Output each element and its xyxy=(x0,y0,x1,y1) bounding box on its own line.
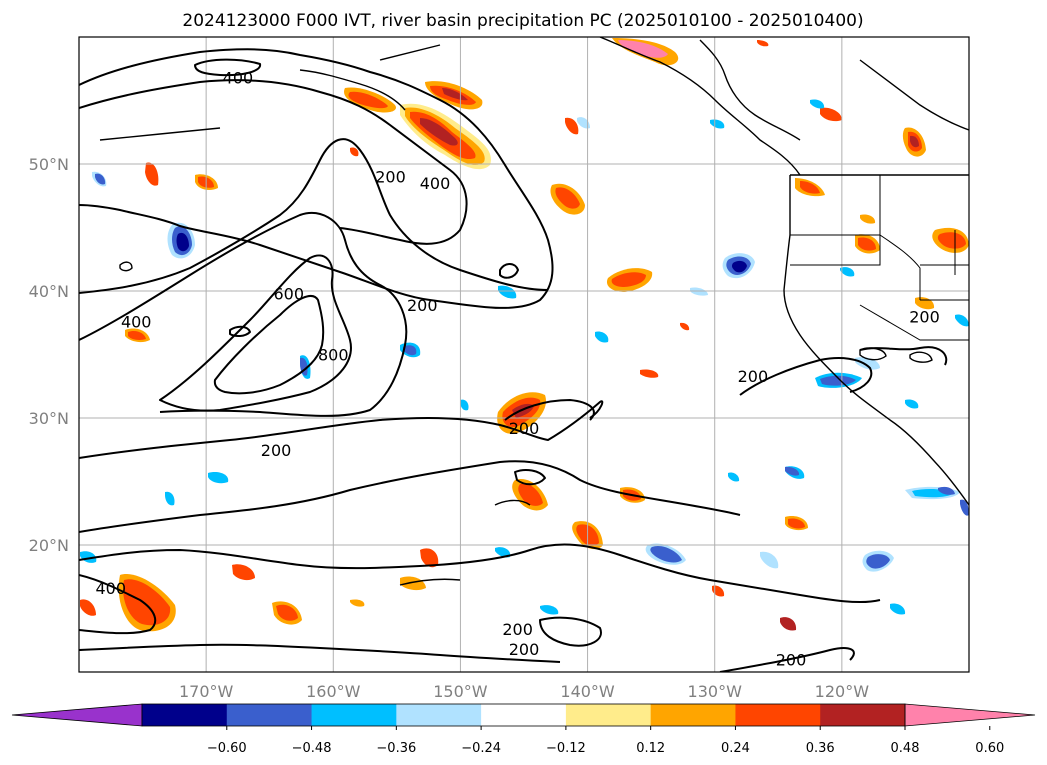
precip-patch-negative xyxy=(167,222,195,259)
precip-patch-negative xyxy=(905,486,960,500)
latitude-label: 40°N xyxy=(29,282,69,301)
map-title: 2024123000 F000 IVT, river basin precipi… xyxy=(182,11,863,31)
precip-patch-positive xyxy=(272,601,302,625)
contour-label: 200 xyxy=(509,419,540,438)
latitude-labels: 50°N 40°N 30°N 20°N xyxy=(29,155,69,555)
contour-label: 400 xyxy=(420,174,451,193)
colorbar-tick-label: −0.48 xyxy=(292,741,332,756)
colorbar-extend-low xyxy=(11,703,143,727)
ocean-background xyxy=(79,37,969,672)
longitude-label: 120°W xyxy=(815,682,870,701)
precip-patch-positive xyxy=(497,392,546,434)
precip-patch-positive xyxy=(232,564,255,581)
contour-label: 200 xyxy=(261,441,292,460)
precip-patch-positive xyxy=(785,516,808,531)
precip-patch-negative xyxy=(722,253,755,279)
precip-patch-positive xyxy=(855,234,880,254)
precip-patch-positive xyxy=(118,574,176,632)
precip-patch-positive xyxy=(612,38,679,66)
coastlines xyxy=(99,37,969,586)
colorbar-tick-label: 0.60 xyxy=(975,741,1004,756)
precip-anomaly-layer xyxy=(80,38,969,632)
colorbar: −0.60 −0.48 −0.36 −0.24 −0.12 0.12 0.24 0.36 0.4… xyxy=(11,703,1036,756)
colorbar-segment xyxy=(820,704,906,726)
precip-patch-negative xyxy=(92,171,107,187)
precip-patch-positive xyxy=(902,127,926,157)
precip-patch-positive xyxy=(344,87,396,113)
colorbar-tick-label: −0.24 xyxy=(461,741,501,756)
colorbar-segment xyxy=(142,704,228,726)
longitude-label: 130°W xyxy=(688,682,743,701)
colorbar-ticks: −0.60 −0.48 −0.36 −0.24 −0.12 0.12 0.24 0.36 0.4… xyxy=(207,726,1004,756)
longitude-labels: 170°W 160°W 150°W 140°W 130°W 120°W xyxy=(179,682,869,701)
longitude-label: 140°W xyxy=(560,682,615,701)
colorbar-frame xyxy=(141,703,906,727)
precip-patch-positive xyxy=(400,103,491,170)
precip-patch-positive xyxy=(795,178,825,197)
colorbar-tick-label: 0.12 xyxy=(636,741,665,756)
precip-patch-positive xyxy=(425,81,483,110)
longitude-label: 160°W xyxy=(306,682,361,701)
colorbar-segment xyxy=(735,704,821,726)
precip-patch-negative xyxy=(862,550,894,572)
contour-label: 200 xyxy=(738,367,769,386)
colorbar-segments xyxy=(11,703,1036,727)
contour-label: 200 xyxy=(776,650,807,669)
colorbar-tick-label: −0.60 xyxy=(207,741,247,756)
precip-patch-positive xyxy=(125,328,150,343)
precip-patch-positive xyxy=(400,548,439,591)
colorbar-extend-high xyxy=(904,703,1036,727)
precip-patch-positive xyxy=(606,268,653,292)
contour-label: 200 xyxy=(509,640,540,659)
precip-patch-negative xyxy=(80,99,969,615)
contour-label: 400 xyxy=(223,69,254,88)
colorbar-segment xyxy=(311,704,397,726)
colorbar-tick-label: 0.48 xyxy=(891,741,920,756)
latitude-label: 30°N xyxy=(29,409,69,428)
map-frame xyxy=(78,36,970,673)
latitude-label: 50°N xyxy=(29,155,69,174)
colorbar-tick-label: 0.36 xyxy=(806,741,835,756)
colorbar-segment xyxy=(396,704,482,726)
precip-patch-positive xyxy=(932,227,969,253)
longitude-label: 150°W xyxy=(433,682,488,701)
contour-label: 400 xyxy=(121,312,152,331)
contour-label: 200 xyxy=(502,620,533,639)
precip-patch-negative xyxy=(645,543,686,565)
colorbar-segment xyxy=(226,704,313,726)
precip-patch-negative xyxy=(815,372,862,388)
contour-label: 200 xyxy=(375,168,406,187)
contour-label: 400 xyxy=(96,579,127,598)
contour-label: 200 xyxy=(407,296,438,315)
colorbar-segment xyxy=(650,704,736,726)
colorbar-segment xyxy=(481,704,567,726)
colorbar-tick-label: 0.24 xyxy=(721,741,750,756)
contour-label: 600 xyxy=(274,285,305,304)
colorbar-tick-label: −0.12 xyxy=(546,741,586,756)
precip-patch-positive xyxy=(512,479,548,511)
precip-patch-positive xyxy=(145,162,159,186)
colorbar-segment xyxy=(565,704,652,726)
colorbar-tick-label: −0.36 xyxy=(376,741,416,756)
contour-label: 800 xyxy=(318,346,349,365)
contour-label: 200 xyxy=(909,307,940,326)
ivt-contours xyxy=(79,48,948,672)
latitude-label: 20°N xyxy=(29,536,69,555)
longitude-label: 170°W xyxy=(179,682,234,701)
precip-patch-positive xyxy=(550,183,585,215)
